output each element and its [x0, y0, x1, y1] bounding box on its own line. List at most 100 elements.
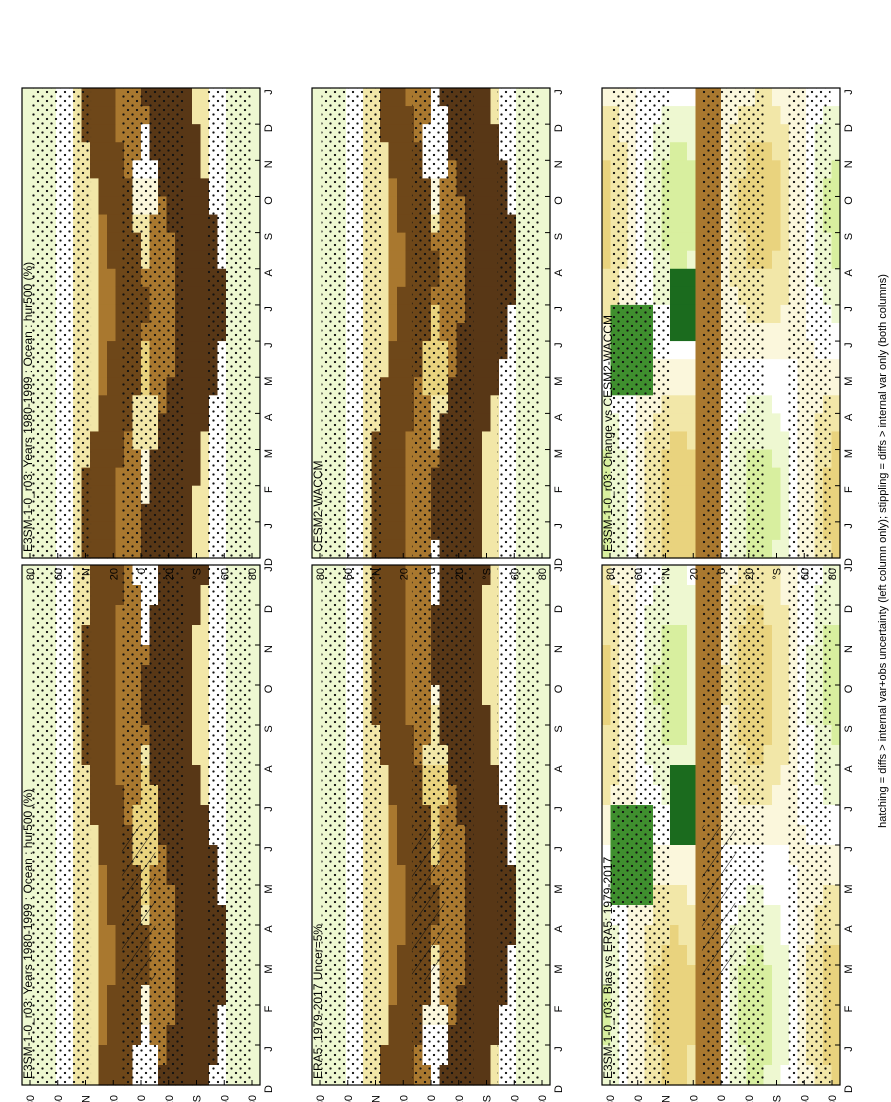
- heatmap-cell: [380, 565, 390, 586]
- heatmap-cell: [473, 359, 483, 378]
- heatmap-cell: [200, 142, 210, 161]
- heatmap-cell: [107, 685, 117, 706]
- heatmap-cell: [473, 250, 483, 270]
- heatmap-cell: [541, 503, 551, 523]
- heatmap-cell: [312, 1005, 322, 1026]
- heatmap-cell: [772, 304, 782, 324]
- heatmap-cell: [183, 413, 193, 433]
- heatmap-cell: [380, 124, 390, 143]
- heatmap-cell: [312, 449, 322, 469]
- heatmap-cell: [670, 413, 680, 433]
- heatmap-cell: [541, 449, 551, 469]
- heatmap-cell: [22, 645, 32, 666]
- heatmap-cell: [763, 625, 773, 646]
- heatmap-cell: [490, 286, 500, 306]
- heatmap-cell: [397, 565, 407, 586]
- heatmap-cell: [405, 565, 415, 586]
- heatmap-cell: [687, 865, 697, 886]
- heatmap-cell: [200, 805, 210, 826]
- heatmap-cell: [695, 250, 705, 270]
- heatmap-cell: [405, 88, 415, 107]
- heatmap-cell: [490, 268, 500, 288]
- heatmap-cell: [670, 605, 680, 626]
- heatmap-cell: [107, 825, 117, 846]
- latitude-tick-label: 20: [454, 568, 466, 580]
- heatmap-cell: [763, 665, 773, 686]
- latitude-tick-label: 0: [426, 568, 438, 574]
- heatmap-cell: [473, 160, 483, 179]
- heatmap-cell: [670, 645, 680, 666]
- heatmap-cell: [98, 214, 108, 234]
- heatmap-cell: [251, 1065, 261, 1086]
- heatmap-cell: [763, 745, 773, 766]
- heatmap-cell: [772, 467, 782, 487]
- heatmap-cell: [388, 413, 398, 433]
- heatmap-cell: [482, 825, 492, 846]
- heatmap-cell: [98, 865, 108, 886]
- heatmap-cell: [490, 585, 500, 606]
- heatmap-cell: [192, 539, 202, 559]
- heatmap-cell: [380, 865, 390, 886]
- heatmap-cell: [772, 785, 782, 806]
- heatmap-cell: [490, 605, 500, 626]
- heatmap-cell: [98, 467, 108, 487]
- heatmap-cell: [183, 395, 193, 414]
- heatmap-cell: [107, 925, 117, 946]
- heatmap-cell: [831, 625, 841, 646]
- heatmap-cell: [200, 395, 210, 414]
- heatmap-cell: [312, 985, 322, 1006]
- heatmap-cell: [687, 431, 697, 451]
- heatmap-cell: [22, 625, 32, 646]
- heatmap-cell: [490, 985, 500, 1006]
- month-tick-label: M: [263, 964, 275, 973]
- heatmap-cell: [115, 565, 125, 586]
- heatmap-cell: [115, 1025, 125, 1046]
- heatmap-cell: [541, 985, 551, 1006]
- heatmap-cell: [602, 106, 612, 125]
- heatmap-cell: [380, 585, 390, 606]
- heatmap-cell: [192, 521, 202, 541]
- heatmap-cell: [192, 304, 202, 324]
- heatmap-cell: [251, 925, 261, 946]
- heatmap-cell: [670, 539, 680, 559]
- heatmap-cell: [490, 250, 500, 270]
- heatmap-cell: [115, 825, 125, 846]
- heatmap-cell: [98, 945, 108, 966]
- heatmap-cell: [695, 1045, 705, 1066]
- heatmap-cell: [602, 825, 612, 846]
- heatmap-cell: [541, 665, 551, 686]
- heatmap-cell: [482, 845, 492, 866]
- heatmap-cell: [695, 449, 705, 469]
- heatmap-cell: [695, 985, 705, 1006]
- heatmap-cell: [22, 1025, 32, 1046]
- stipple-region-tropics: [121, 88, 184, 558]
- heatmap-cell: [831, 685, 841, 706]
- heatmap-cell: [678, 645, 688, 666]
- heatmap-cell: [90, 965, 100, 986]
- heatmap-cell: [380, 825, 390, 846]
- heatmap-cell: [405, 685, 415, 706]
- heatmap-cell: [397, 214, 407, 234]
- heatmap-cell: [107, 725, 117, 746]
- heatmap-cell: [541, 585, 551, 606]
- heatmap-cell: [251, 359, 261, 378]
- heatmap-cell: [90, 341, 100, 360]
- heatmap-cell: [107, 304, 117, 324]
- panel-title: ERA5: 1979-2017 Uncer=5%: [311, 924, 325, 1079]
- heatmap-cell: [192, 645, 202, 666]
- heatmap-cell: [388, 250, 398, 270]
- heatmap-cell: [388, 665, 398, 686]
- panel-title: CESM2-WACCM: [311, 460, 325, 552]
- heatmap-cell: [200, 645, 210, 666]
- heatmap-cell: [678, 124, 688, 143]
- heatmap-cell: [541, 1045, 551, 1066]
- heatmap-cell: [482, 865, 492, 886]
- heatmap-cell: [397, 865, 407, 886]
- heatmap-cell: [107, 286, 117, 306]
- heatmap-cell: [200, 625, 210, 646]
- heatmap-cell: [482, 377, 492, 396]
- heatmap-cell: [312, 765, 322, 786]
- heatmap-cell: [482, 745, 492, 766]
- heatmap-cell: [98, 359, 108, 378]
- heatmap-cell: [200, 341, 210, 360]
